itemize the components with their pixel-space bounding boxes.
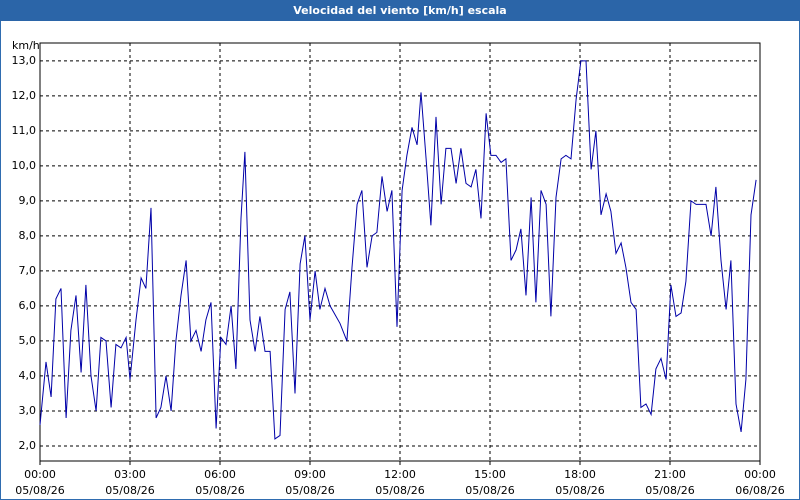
x-tick-label: 00:00: [24, 468, 56, 481]
x-tick-label: 06/08/26: [735, 484, 784, 497]
y-tick-label: 11,0: [12, 124, 37, 137]
y-tick-label: 13,0: [12, 54, 37, 67]
wind-line: [39, 60, 757, 440]
chart-title: Velocidad del viento [km/h] escala: [293, 4, 506, 17]
title-bar: [0, 0, 800, 21]
x-tick-label: 21:00: [654, 468, 686, 481]
y-tick-label: 3,0: [19, 404, 37, 417]
y-tick-label: 2,0: [19, 439, 37, 452]
y-tick-label: 6,0: [19, 299, 37, 312]
y-tick-label: 8,0: [19, 229, 37, 242]
y-tick-label: 5,0: [19, 334, 37, 347]
x-tick-label: 05/08/26: [465, 484, 514, 497]
y-tick-label: 4,0: [19, 369, 37, 382]
y-unit-label: km/h: [12, 39, 40, 52]
y-tick-label: 12,0: [12, 89, 37, 102]
y-tick-label: 10,0: [12, 159, 37, 172]
x-tick-label: 12:00: [384, 468, 416, 481]
x-tick-label: 05/08/26: [285, 484, 334, 497]
x-tick-label: 05/08/26: [15, 484, 64, 497]
x-tick-label: 18:00: [564, 468, 596, 481]
x-tick-label: 05/08/26: [645, 484, 694, 497]
y-tick-label: 7,0: [19, 264, 37, 277]
x-tick-label: 15:00: [474, 468, 506, 481]
x-tick-label: 03:00: [114, 468, 146, 481]
x-tick-label: 00:00: [744, 468, 776, 481]
x-tick-label: 05/08/26: [195, 484, 244, 497]
x-tick-label: 09:00: [294, 468, 326, 481]
x-tick-label: 06:00: [204, 468, 236, 481]
x-tick-label: 05/08/26: [105, 484, 154, 497]
x-tick-label: 05/08/26: [375, 484, 424, 497]
x-tick-label: 05/08/26: [555, 484, 604, 497]
y-tick-label: 9,0: [19, 194, 37, 207]
